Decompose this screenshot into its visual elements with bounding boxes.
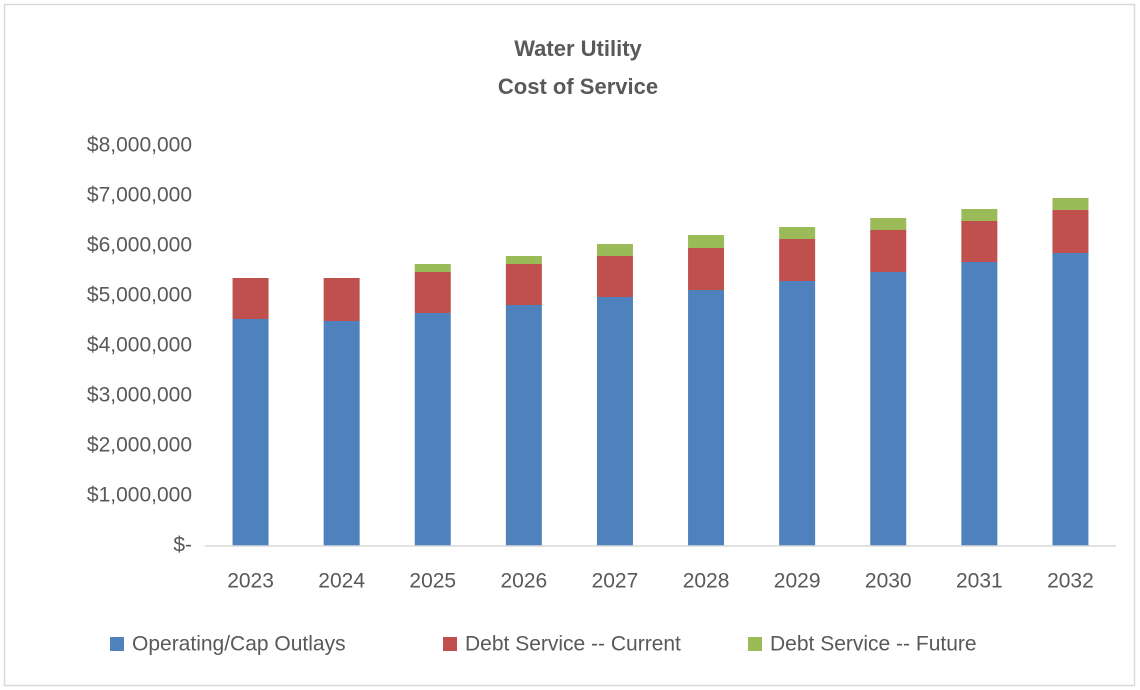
bar-segment: [688, 248, 725, 290]
bar-segment: [414, 272, 451, 313]
bar-segment: [323, 321, 360, 546]
bar-segment: [596, 297, 633, 546]
x-tick-label: 2026: [500, 570, 547, 593]
y-tick-label: $8,000,000: [87, 134, 192, 157]
bar-segment: [505, 305, 542, 546]
bar-segment: [1052, 198, 1089, 210]
bar-segment: [323, 278, 360, 321]
x-tick-label: 2030: [865, 570, 912, 593]
bar-segment: [779, 227, 816, 239]
y-tick-label: $-: [173, 534, 192, 557]
bar-segment: [870, 272, 907, 546]
bar-segment: [596, 256, 633, 297]
bar-segment: [870, 218, 907, 230]
bar-segment: [779, 281, 816, 546]
bar-segment: [961, 262, 998, 546]
y-tick-label: $2,000,000: [87, 434, 192, 457]
bar-segment: [414, 313, 451, 546]
bar-segment: [870, 230, 907, 272]
legend-label: Debt Service -- Future: [770, 633, 977, 656]
x-tick-label: 2029: [774, 570, 821, 593]
y-tick-label: $3,000,000: [87, 384, 192, 407]
bar-segment: [1052, 210, 1089, 253]
bar-segment: [779, 239, 816, 281]
bar-segment: [961, 221, 998, 262]
legend-swatch: [748, 637, 762, 651]
bar-segment: [414, 264, 451, 272]
legend-swatch: [110, 637, 124, 651]
x-tick-label: 2027: [592, 570, 639, 593]
x-tick-label: 2025: [409, 570, 456, 593]
legend-swatch: [443, 637, 457, 651]
chart-title: Water Utility: [514, 36, 642, 61]
bar-segment: [232, 278, 269, 319]
bar-segment: [688, 235, 725, 248]
x-tick-label: 2024: [318, 570, 365, 593]
bar-segment: [232, 319, 269, 546]
legend-label: Operating/Cap Outlays: [132, 633, 346, 656]
y-tick-label: $7,000,000: [87, 184, 192, 207]
x-tick-label: 2032: [1047, 570, 1094, 593]
bar-segment: [961, 209, 998, 221]
bar-segment: [1052, 253, 1089, 546]
x-tick-label: 2028: [683, 570, 730, 593]
bar-segment: [505, 256, 542, 264]
chart-border: [3, 3, 1136, 687]
chart-title: Cost of Service: [498, 74, 658, 99]
x-tick-label: 2031: [956, 570, 1003, 593]
bar-segment: [688, 290, 725, 546]
y-tick-label: $5,000,000: [87, 284, 192, 307]
y-tick-label: $6,000,000: [87, 234, 192, 257]
legend-label: Debt Service -- Current: [465, 633, 681, 656]
bar-segment: [596, 244, 633, 256]
y-tick-label: $4,000,000: [87, 334, 192, 357]
x-tick-label: 2023: [227, 570, 274, 593]
bar-segment: [505, 264, 542, 305]
y-tick-label: $1,000,000: [87, 484, 192, 507]
